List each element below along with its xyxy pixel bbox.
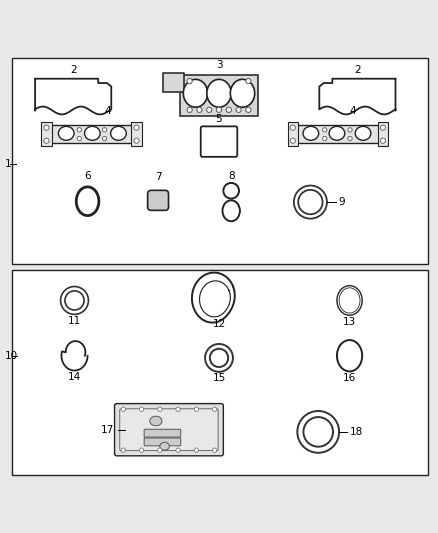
Ellipse shape xyxy=(150,416,162,426)
Ellipse shape xyxy=(230,79,254,107)
Circle shape xyxy=(207,107,212,112)
Text: 13: 13 xyxy=(343,317,356,327)
Circle shape xyxy=(194,407,198,411)
Circle shape xyxy=(236,107,241,112)
Text: 2: 2 xyxy=(354,65,361,75)
FancyBboxPatch shape xyxy=(50,125,133,143)
Circle shape xyxy=(158,407,162,411)
FancyBboxPatch shape xyxy=(288,123,298,146)
Text: 6: 6 xyxy=(84,171,91,181)
Circle shape xyxy=(348,128,352,132)
Circle shape xyxy=(121,407,125,411)
Circle shape xyxy=(246,107,251,112)
Ellipse shape xyxy=(148,204,169,210)
Ellipse shape xyxy=(329,126,345,140)
Circle shape xyxy=(77,128,81,132)
FancyBboxPatch shape xyxy=(297,125,379,143)
Circle shape xyxy=(187,78,192,84)
FancyBboxPatch shape xyxy=(180,75,258,116)
Text: 18: 18 xyxy=(350,427,363,437)
Ellipse shape xyxy=(184,79,208,107)
Text: 7: 7 xyxy=(155,172,161,182)
Circle shape xyxy=(226,107,231,112)
Circle shape xyxy=(322,128,327,132)
Circle shape xyxy=(77,136,81,141)
Text: 4: 4 xyxy=(350,106,357,116)
FancyBboxPatch shape xyxy=(378,123,388,146)
Text: 2: 2 xyxy=(70,65,77,75)
Circle shape xyxy=(348,136,352,141)
Circle shape xyxy=(139,407,144,411)
Ellipse shape xyxy=(303,126,319,140)
Circle shape xyxy=(139,448,144,453)
Circle shape xyxy=(322,136,327,141)
Circle shape xyxy=(102,136,107,141)
FancyBboxPatch shape xyxy=(162,73,184,92)
FancyBboxPatch shape xyxy=(115,403,223,456)
Text: 14: 14 xyxy=(68,372,81,382)
Circle shape xyxy=(290,138,295,143)
Circle shape xyxy=(216,107,222,112)
Circle shape xyxy=(134,138,139,143)
Circle shape xyxy=(44,125,49,130)
Circle shape xyxy=(290,125,295,130)
FancyBboxPatch shape xyxy=(148,190,169,211)
Text: 8: 8 xyxy=(228,171,234,181)
Text: 10: 10 xyxy=(5,351,18,361)
FancyBboxPatch shape xyxy=(144,438,181,446)
Circle shape xyxy=(44,138,49,143)
Ellipse shape xyxy=(160,442,170,450)
Circle shape xyxy=(102,128,107,132)
FancyBboxPatch shape xyxy=(41,123,52,146)
Circle shape xyxy=(176,448,180,453)
Text: 11: 11 xyxy=(68,316,81,326)
Circle shape xyxy=(246,78,251,84)
FancyBboxPatch shape xyxy=(131,123,142,146)
Ellipse shape xyxy=(85,126,100,140)
Ellipse shape xyxy=(355,126,371,140)
Text: 5: 5 xyxy=(215,114,223,124)
Text: 16: 16 xyxy=(343,373,356,383)
Circle shape xyxy=(134,125,139,130)
Circle shape xyxy=(158,448,162,453)
Circle shape xyxy=(212,448,217,453)
Text: 15: 15 xyxy=(212,373,226,383)
Circle shape xyxy=(212,407,217,411)
Circle shape xyxy=(176,407,180,411)
Ellipse shape xyxy=(111,126,126,140)
Text: 9: 9 xyxy=(339,197,345,207)
Text: 1: 1 xyxy=(5,159,11,169)
Bar xyxy=(12,58,428,264)
Circle shape xyxy=(121,448,125,453)
FancyBboxPatch shape xyxy=(144,429,181,437)
Ellipse shape xyxy=(207,79,231,107)
FancyBboxPatch shape xyxy=(120,409,218,450)
Bar xyxy=(12,270,428,474)
Circle shape xyxy=(197,107,202,112)
Ellipse shape xyxy=(58,126,74,140)
Circle shape xyxy=(380,138,385,143)
Circle shape xyxy=(194,448,198,453)
Text: 4: 4 xyxy=(105,106,111,116)
Text: 3: 3 xyxy=(215,60,223,70)
Text: 12: 12 xyxy=(212,319,226,329)
Circle shape xyxy=(380,125,385,130)
Text: 17: 17 xyxy=(101,425,115,435)
Circle shape xyxy=(187,107,192,112)
